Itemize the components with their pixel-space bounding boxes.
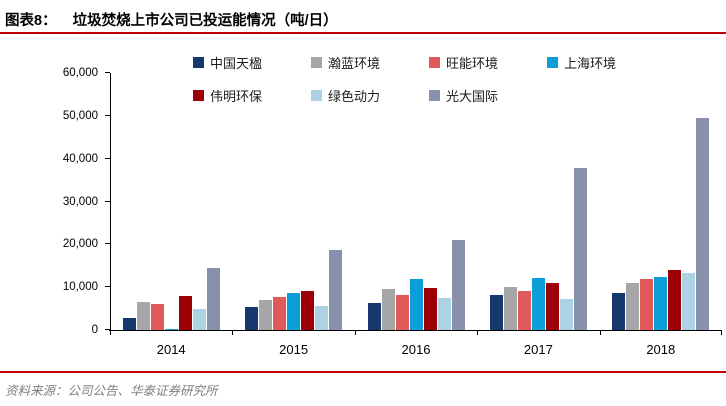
x-axis-tick-mark	[232, 331, 234, 335]
bar-上海环境-2014	[164, 328, 178, 330]
bar-光大国际-2015	[329, 250, 343, 330]
legend-swatch-icon	[193, 89, 204, 101]
bar-中国天楹-2018	[612, 292, 626, 330]
x-axis-tick-mark	[599, 331, 601, 335]
bar-中国天楹-2016	[367, 303, 381, 330]
legend-item-中国天楹: 中国天楹	[193, 53, 311, 72]
y-axis-tick-label: 60,000	[62, 67, 98, 79]
bar-旺能环境-2015	[273, 297, 287, 330]
x-axis-tick-mark	[110, 331, 111, 335]
bar-瀚蓝环境-2018	[626, 283, 640, 330]
bar-光大国际-2016	[451, 239, 465, 330]
legend-label: 旺能环境	[446, 55, 499, 71]
bottom-red-divider	[0, 371, 726, 373]
legend-item-绿色动力: 绿色动力	[311, 86, 429, 105]
bar-上海环境-2018	[654, 276, 668, 330]
legend-item-瀚蓝环境: 瀚蓝环境	[311, 53, 429, 72]
legend-label: 绿色动力	[328, 88, 381, 104]
bar-绿色动力-2018	[682, 272, 696, 330]
x-axis-category-label: 2017	[523, 342, 553, 357]
y-axis-tick-label: 10,000	[62, 281, 98, 294]
x-axis-category-label: 2015	[279, 342, 309, 357]
bar-伟明环保-2014	[178, 296, 192, 330]
figure-label: 图表8：	[5, 13, 57, 29]
legend-label: 光大国际	[446, 88, 499, 104]
y-axis-tick-label: 50,000	[62, 109, 98, 122]
legend-swatch-icon	[429, 89, 440, 101]
bar-光大国际-2018	[696, 117, 710, 330]
legend-swatch-icon	[429, 56, 440, 68]
legend-label: 中国天楹	[210, 55, 263, 71]
bar-伟明环保-2016	[423, 287, 437, 330]
legend-row-1: 中国天楹 瀚蓝环境 旺能环境 上海环境	[193, 53, 665, 71]
top-red-divider	[0, 32, 726, 34]
x-axis-tick-mark	[721, 331, 722, 335]
source-line: 资料来源：公司公告、华泰证券研究所	[5, 384, 218, 398]
legend-label: 上海环境	[564, 55, 617, 71]
y-axis-tick-mark	[105, 114, 110, 116]
legend-item-光大国际: 光大国际	[429, 86, 547, 105]
figure-header: 图表8： 垃圾焚烧上市公司已投运能情况（吨/日）	[5, 9, 338, 30]
x-axis-category-label: 2016	[401, 342, 431, 357]
bar-旺能环境-2014	[150, 304, 164, 330]
bar-中国天楹-2017	[489, 295, 503, 330]
legend-swatch-icon	[311, 89, 322, 101]
chart-legend: 中国天楹 瀚蓝环境 旺能环境 上海环境伟明环保 绿色动力 光大国际	[193, 53, 665, 119]
bar-绿色动力-2014	[192, 308, 206, 330]
bar-绿色动力-2016	[437, 298, 451, 330]
bar-瀚蓝环境-2016	[381, 288, 395, 330]
bar-中国天楹-2014	[122, 317, 136, 330]
legend-swatch-icon	[547, 56, 558, 68]
legend-item-旺能环境: 旺能环境	[429, 53, 547, 72]
bar-上海环境-2015	[287, 293, 301, 330]
x-axis-category-label: 2018	[646, 342, 676, 357]
bar-伟明环保-2017	[545, 282, 559, 330]
bar-瀚蓝环境-2017	[503, 286, 517, 330]
figure-title: 垃圾焚烧上市公司已投运能情况（吨/日）	[72, 13, 338, 29]
bar-伟明环保-2015	[301, 291, 315, 330]
bar-瀚蓝环境-2014	[136, 302, 150, 330]
y-axis-tick-mark	[105, 157, 110, 159]
bar-旺能环境-2017	[517, 290, 531, 330]
legend-row-2: 伟明环保 绿色动力 光大国际	[193, 86, 665, 104]
y-axis-tick-label: 40,000	[62, 152, 98, 165]
legend-label: 瀚蓝环境	[328, 55, 381, 71]
y-axis-tick-label: 0	[91, 324, 98, 336]
bar-旺能环境-2016	[395, 295, 409, 330]
x-axis-tick-mark	[354, 331, 356, 335]
bar-伟明环保-2018	[668, 270, 682, 330]
y-axis-tick-label: 20,000	[62, 238, 98, 251]
y-axis-tick-mark	[105, 243, 110, 245]
bar-上海环境-2017	[531, 278, 545, 330]
x-axis-line	[109, 330, 722, 331]
y-axis-line	[110, 73, 111, 330]
y-axis-tick-mark	[105, 286, 110, 288]
bar-光大国际-2014	[206, 268, 220, 330]
bar-中国天楹-2015	[245, 306, 259, 330]
legend-swatch-icon	[311, 56, 322, 68]
bar-光大国际-2017	[573, 168, 587, 330]
bar-绿色动力-2017	[559, 298, 573, 330]
x-axis-category-label: 2014	[156, 342, 186, 357]
bar-旺能环境-2018	[640, 279, 654, 330]
bar-上海环境-2016	[409, 278, 423, 330]
y-axis-tick-mark	[105, 72, 110, 73]
y-axis-tick-mark	[105, 329, 110, 330]
y-axis-tick-mark	[105, 200, 110, 202]
legend-item-上海环境: 上海环境	[547, 53, 665, 72]
bar-绿色动力-2015	[315, 305, 329, 330]
legend-label: 伟明环保	[210, 88, 263, 104]
legend-swatch-icon	[193, 56, 204, 68]
bar-瀚蓝环境-2015	[259, 299, 273, 330]
x-axis-tick-mark	[477, 331, 479, 335]
y-axis-tick-label: 30,000	[62, 195, 98, 208]
legend-item-伟明环保: 伟明环保	[193, 86, 311, 105]
